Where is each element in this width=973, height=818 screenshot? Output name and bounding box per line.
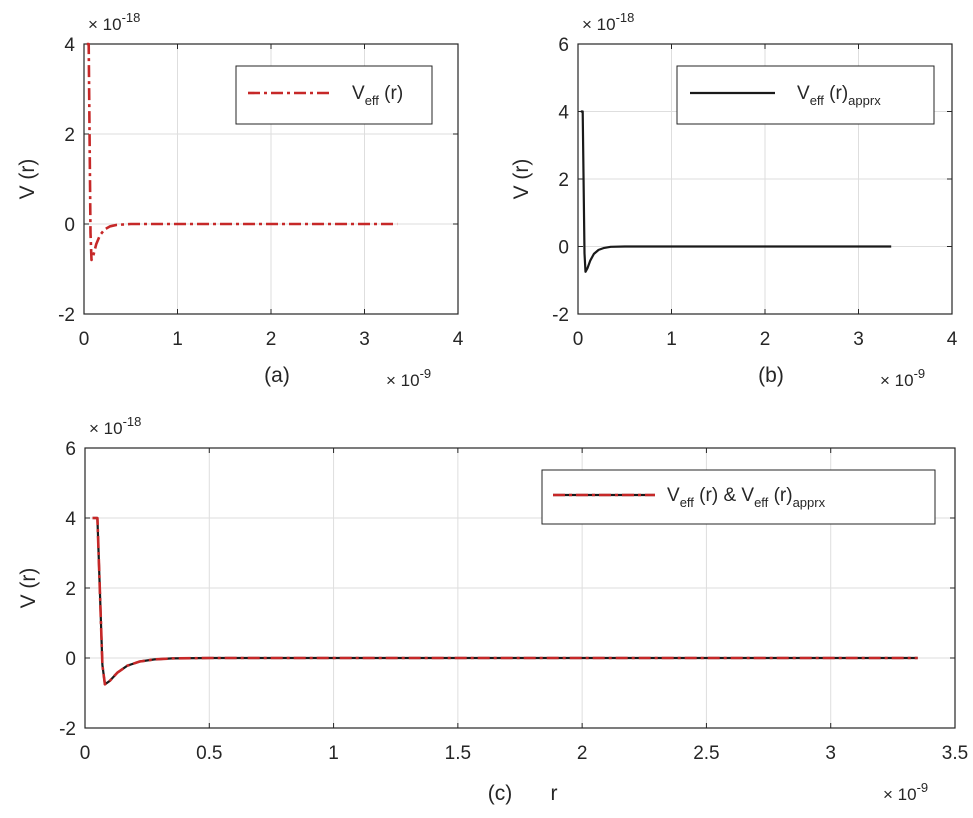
x-tick-label: 3.5 <box>942 743 968 764</box>
x-axis-multiplier: × 10-9 <box>883 780 928 804</box>
multiplier-exponent: -9 <box>420 366 432 381</box>
legend: Veff (r)apprx <box>676 65 935 125</box>
legend-subscript: eff <box>754 495 769 510</box>
legend-box <box>235 65 433 125</box>
multiplier-exponent: -9 <box>917 780 929 795</box>
y-tick-label: -2 <box>552 305 569 326</box>
y-tick-label: 2 <box>558 170 569 191</box>
legend-box <box>541 469 936 525</box>
legend-text: (r) <box>824 83 848 104</box>
legend-text: V <box>797 83 810 104</box>
legend: Veff (r) <box>235 65 433 125</box>
panel-caption: (c) <box>488 782 513 805</box>
axes-frame <box>83 43 459 315</box>
panel-caption: (a) <box>264 364 290 387</box>
x-tick-label: 2 <box>760 329 771 350</box>
y-tick-label: 0 <box>65 649 76 670</box>
legend-subscript: eff <box>365 93 380 108</box>
y-tick-label: 6 <box>65 439 76 460</box>
y-tick-label: 0 <box>558 238 569 259</box>
legend-box <box>676 65 935 125</box>
y-tick-label: 2 <box>65 579 76 600</box>
axes-frame <box>84 447 956 729</box>
x-tick-label: 0.5 <box>196 743 222 764</box>
multiplier-base: × 10 <box>883 785 917 804</box>
multiplier-base: × 10 <box>582 15 616 34</box>
legend-subscript: apprx <box>793 495 826 510</box>
y-tick-label: 4 <box>558 103 569 124</box>
legend: Veff (r) & Veff (r)apprx <box>541 469 936 525</box>
y-axis-multiplier: × 10-18 <box>582 10 634 34</box>
x-tick-label: 3 <box>359 329 370 350</box>
multiplier-base: × 10 <box>89 419 123 438</box>
series-line-0 <box>580 110 892 273</box>
x-tick-label: 2.5 <box>693 743 719 764</box>
y-axis-multiplier: × 10-18 <box>89 414 141 438</box>
y-tick-label: 0 <box>64 215 75 236</box>
multiplier-base: × 10 <box>88 15 122 34</box>
x-tick-label: 1 <box>172 329 183 350</box>
y-axis-multiplier: × 10-18 <box>88 10 140 34</box>
x-tick-label: 0 <box>573 329 584 350</box>
y-axis-label: V (r) <box>16 159 39 200</box>
x-tick-label: 1.5 <box>445 743 471 764</box>
x-tick-label: 2 <box>266 329 277 350</box>
panel-caption: (b) <box>758 364 784 387</box>
legend-label: Veff (r) <box>352 83 403 108</box>
y-tick-label: 4 <box>64 35 75 56</box>
x-axis-label: r <box>551 782 558 805</box>
axes-frame <box>577 43 953 315</box>
y-tick-label: 4 <box>65 509 76 530</box>
legend-text: (r) <box>379 83 403 104</box>
multiplier-base: × 10 <box>386 371 420 390</box>
legend-text: (r) <box>768 485 792 506</box>
legend-subscript: eff <box>810 93 825 108</box>
y-tick-label: -2 <box>58 305 75 326</box>
x-axis-multiplier: × 10-9 <box>880 366 925 390</box>
x-tick-label: 0 <box>79 329 90 350</box>
legend-text: (r) & V <box>694 485 754 506</box>
x-axis-multiplier: × 10-9 <box>386 366 431 390</box>
x-tick-label: 1 <box>666 329 677 350</box>
multiplier-exponent: -9 <box>914 366 926 381</box>
multiplier-exponent: -18 <box>122 10 141 25</box>
legend-label: Veff (r) & Veff (r)apprx <box>667 485 826 510</box>
y-axis-label: V (r) <box>17 568 40 609</box>
multiplier-exponent: -18 <box>616 10 635 25</box>
y-tick-label: 6 <box>558 35 569 56</box>
y-tick-label: 2 <box>64 125 75 146</box>
legend-text: V <box>352 83 365 104</box>
y-axis-label: V (r) <box>510 159 533 200</box>
x-tick-label: 1 <box>328 743 339 764</box>
x-tick-label: 3 <box>853 329 864 350</box>
legend-subscript: apprx <box>848 93 881 108</box>
x-tick-label: 3 <box>825 743 836 764</box>
multiplier-exponent: -18 <box>123 414 142 429</box>
legend-label: Veff (r)apprx <box>797 83 881 108</box>
multiplier-base: × 10 <box>880 371 914 390</box>
series-line-1 <box>92 516 918 686</box>
x-tick-label: 4 <box>947 329 958 350</box>
x-tick-label: 0 <box>80 743 91 764</box>
x-tick-label: 2 <box>577 743 588 764</box>
y-tick-label: -2 <box>59 719 76 740</box>
x-tick-label: 4 <box>453 329 464 350</box>
legend-text: V <box>667 485 680 506</box>
legend-subscript: eff <box>680 495 695 510</box>
